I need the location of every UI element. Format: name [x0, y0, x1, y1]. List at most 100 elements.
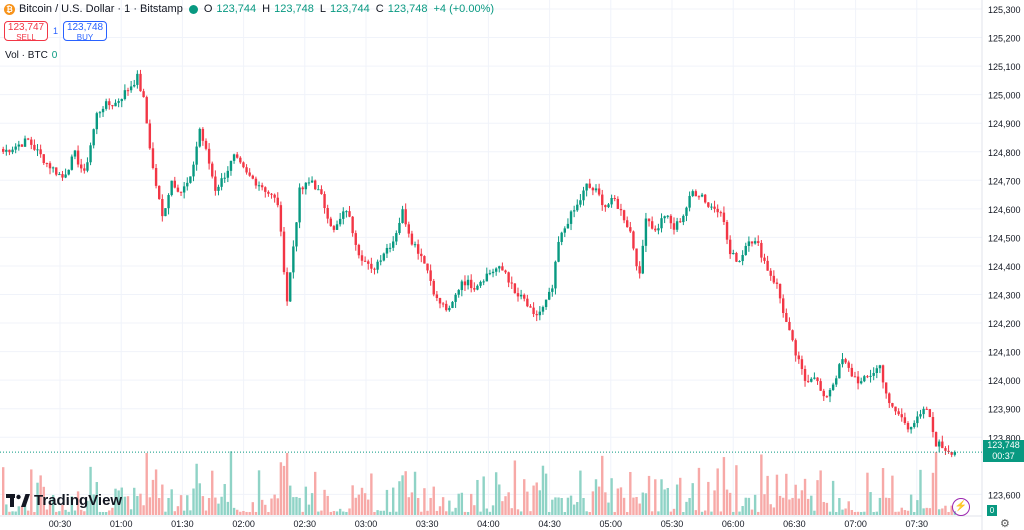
- time-tick-label: 03:30: [416, 519, 439, 529]
- lightning-icon[interactable]: ⚡: [952, 498, 970, 516]
- market-status-icon[interactable]: [188, 4, 198, 14]
- candle-body: [413, 244, 417, 246]
- candle-body: [519, 294, 523, 297]
- change-value: +4 (+0.00%): [433, 3, 495, 15]
- volume-bar: [588, 511, 591, 515]
- volume-bar: [507, 492, 510, 515]
- volume-bar: [73, 510, 77, 515]
- candle-body: [735, 253, 738, 262]
- volume-bar: [654, 479, 657, 515]
- volume-bar: [903, 510, 907, 515]
- time-tick-label: 05:00: [600, 519, 623, 529]
- candle-body: [797, 355, 800, 360]
- candle-body: [560, 232, 563, 242]
- volume-bar: [388, 511, 392, 515]
- volume-bar: [925, 507, 928, 515]
- settings-gear-icon[interactable]: ⚙: [1000, 518, 1010, 530]
- buy-button[interactable]: 123,748 BUY: [63, 21, 108, 41]
- candle-body: [223, 177, 226, 179]
- candle-body: [707, 202, 710, 207]
- volume-bar: [685, 501, 688, 515]
- candle-body: [610, 197, 613, 205]
- volume-bar: [741, 506, 744, 515]
- symbol-title[interactable]: Bitcoin / U.S. Dollar · 1 · Bitstamp: [19, 3, 183, 15]
- volume-bar: [64, 509, 67, 515]
- volume-bar: [610, 478, 613, 515]
- candle-body: [236, 154, 239, 158]
- candle-body: [211, 163, 214, 177]
- volume-bar: [413, 471, 417, 515]
- candle-body: [794, 340, 797, 356]
- candle-body: [373, 268, 376, 270]
- spread-value: 1: [53, 26, 59, 36]
- time-tick-label: 01:00: [110, 519, 133, 529]
- volume-bar: [145, 453, 148, 515]
- candle-body: [716, 208, 719, 213]
- candle-body: [585, 183, 588, 191]
- volume-bar: [104, 512, 108, 515]
- volume-bar: [136, 496, 139, 515]
- candle-body: [438, 298, 442, 304]
- candle-body: [869, 375, 872, 377]
- volume-bar: [594, 479, 598, 515]
- volume-bar: [757, 511, 760, 515]
- candle-body: [775, 282, 779, 284]
- volume-bar: [663, 489, 666, 515]
- candle-body: [48, 163, 52, 169]
- candle-body: [61, 174, 64, 178]
- volume-bar: [108, 510, 111, 515]
- candle-body: [800, 359, 804, 369]
- volume-bar: [470, 493, 473, 515]
- candle-body: [644, 218, 648, 246]
- candle-body: [26, 138, 30, 140]
- candle-body: [304, 182, 308, 190]
- volume-legend[interactable]: Vol · BTC 0: [5, 50, 57, 61]
- candle-body: [479, 281, 482, 286]
- volume-bar: [791, 497, 794, 515]
- candle-body: [307, 182, 311, 184]
- candle-body: [173, 180, 176, 188]
- symbol-legend: ₿ Bitcoin / U.S. Dollar · 1 · Bitstamp O…: [4, 3, 496, 15]
- volume-bar: [938, 509, 941, 515]
- volume-bar: [189, 510, 192, 515]
- volume-bar: [847, 501, 850, 515]
- volume-bar: [20, 506, 24, 515]
- sell-button[interactable]: 123,747 SELL: [4, 21, 48, 41]
- volume-bar: [395, 511, 398, 515]
- volume-bar: [14, 511, 17, 515]
- candle-body: [83, 168, 86, 171]
- volume-bar: [338, 508, 342, 515]
- candle-body: [342, 211, 345, 219]
- volume-bar: [223, 484, 226, 515]
- candle-body: [58, 174, 61, 176]
- candle-body: [919, 414, 922, 417]
- volume-bar: [214, 497, 217, 515]
- volume-bar: [881, 468, 885, 515]
- price-tick-label: 123,600: [988, 490, 1021, 500]
- volume-bar: [579, 470, 582, 515]
- candle-body: [248, 172, 251, 176]
- volume-bar: [554, 497, 557, 515]
- candle-body: [448, 307, 451, 311]
- candle-body: [466, 279, 470, 286]
- volume-bar: [816, 480, 819, 515]
- volume-bar: [519, 511, 523, 515]
- candle-body: [732, 253, 735, 255]
- candle-body: [335, 224, 339, 230]
- volume-bar: [170, 489, 173, 515]
- candle-body: [176, 187, 180, 192]
- candle-body: [420, 253, 423, 257]
- tradingview-logo[interactable]: TradingView: [6, 492, 122, 509]
- candle-body: [944, 448, 947, 451]
- candle-body: [822, 390, 825, 397]
- candle-body: [594, 188, 598, 191]
- candle-body: [507, 272, 510, 283]
- volume-bar: [329, 511, 332, 515]
- candle-body: [148, 123, 152, 149]
- candle-body: [819, 381, 822, 391]
- candle-body: [660, 218, 663, 229]
- candle-body: [161, 199, 164, 217]
- candle-body: [89, 145, 92, 163]
- volume-bar: [691, 483, 694, 515]
